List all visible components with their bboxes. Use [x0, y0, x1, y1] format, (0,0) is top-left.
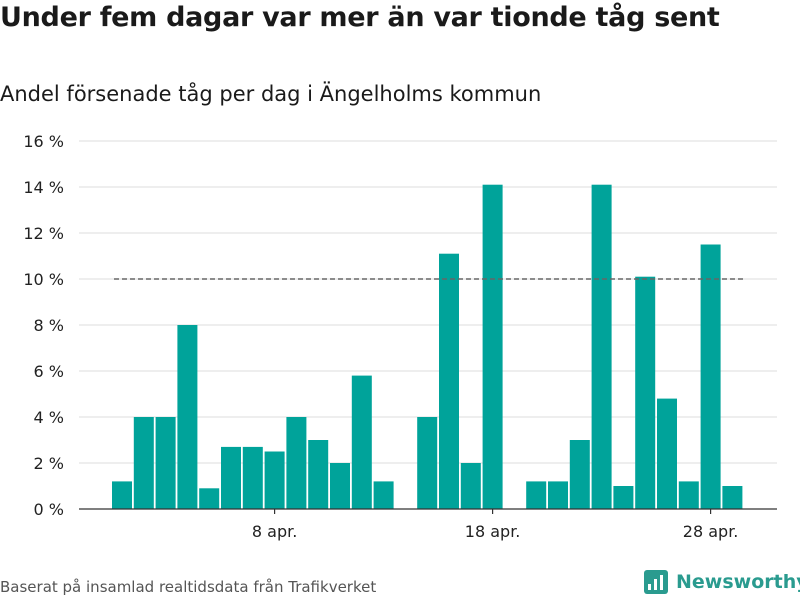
y-tick-label: 0 % [34, 500, 64, 519]
x-tick-label: 18 apr. [465, 522, 521, 541]
bar[interactable] [417, 417, 438, 509]
bar[interactable] [657, 398, 677, 509]
y-tick-label: 2 % [34, 454, 64, 473]
bar[interactable] [635, 276, 656, 509]
bar[interactable] [286, 417, 307, 509]
y-tick-label: 6 % [34, 362, 64, 381]
bar[interactable] [242, 446, 263, 509]
bar[interactable] [678, 481, 699, 509]
bar[interactable] [700, 244, 721, 510]
y-tick-label: 14 % [23, 178, 64, 197]
y-tick-label: 8 % [34, 316, 64, 335]
y-axis-tick-labels: 0 % 2 % 4 % 6 % 8 % 10 % 12 % 14 % 16 % [23, 132, 64, 519]
bar[interactable] [112, 481, 132, 509]
bar[interactable] [460, 463, 481, 509]
bar[interactable] [591, 184, 612, 509]
newsworthy-bar-icon [644, 570, 668, 594]
newsworthy-logo[interactable]: Newsworthy [644, 570, 800, 594]
bar[interactable] [351, 375, 372, 509]
source-note: Baserat på insamlad realtidsdata från Tr… [0, 578, 377, 596]
y-tick-label: 12 % [23, 224, 64, 243]
bar[interactable] [221, 446, 241, 509]
bar-chart: 0 % 2 % 4 % 6 % 8 % 10 % 12 % 14 % 16 % 8 apr. 18… [23, 132, 777, 541]
x-axis: 8 apr. 18 apr. 28 apr. [79, 508, 777, 541]
x-tick-label: 8 apr. [252, 522, 297, 541]
bar[interactable] [133, 417, 154, 509]
brand-name: Newsworthy [676, 571, 800, 593]
chart-title: Under fem dagar var mer än var tionde tå… [0, 2, 720, 33]
bar[interactable] [264, 451, 285, 510]
bar[interactable] [373, 481, 394, 509]
bar[interactable] [613, 486, 634, 509]
bars [112, 184, 743, 510]
y-tick-label: 4 % [34, 408, 64, 427]
bar[interactable] [569, 440, 590, 509]
x-tick-label: 28 apr. [683, 522, 739, 541]
bar[interactable] [308, 440, 329, 509]
bar[interactable] [548, 481, 568, 509]
bar[interactable] [155, 417, 176, 509]
bar[interactable] [177, 325, 198, 509]
chart-subtitle: Andel försenade tåg per dag i Ängelholms… [0, 82, 542, 106]
bar[interactable] [482, 184, 503, 509]
y-tick-label: 10 % [23, 270, 64, 289]
bar[interactable] [722, 486, 743, 509]
bar[interactable] [330, 463, 350, 509]
y-tick-label: 16 % [23, 132, 64, 151]
bar[interactable] [199, 488, 220, 509]
bar[interactable] [526, 481, 547, 509]
bar[interactable] [439, 253, 459, 509]
